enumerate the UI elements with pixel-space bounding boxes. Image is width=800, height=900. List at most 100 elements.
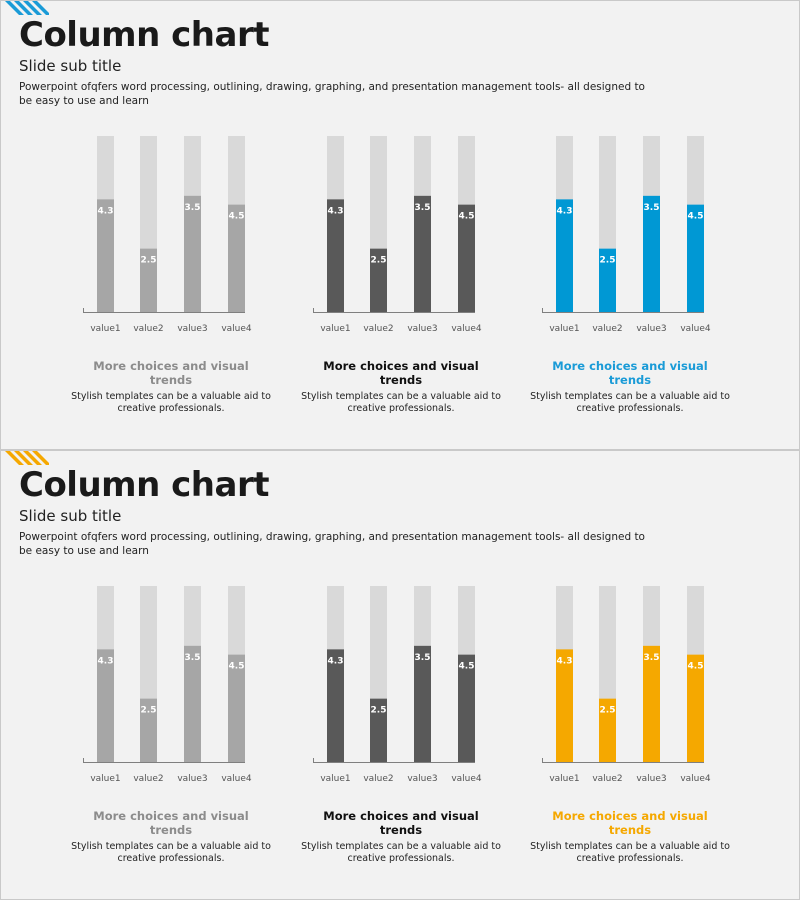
bar bbox=[458, 654, 475, 762]
corner-stripe bbox=[23, 451, 42, 465]
bar bbox=[687, 204, 704, 312]
slide-2: Column chart Slide sub title Powerpoint … bbox=[1, 451, 799, 899]
bar bbox=[184, 195, 201, 312]
bar bbox=[327, 199, 344, 312]
x-tick-label: value4 bbox=[221, 774, 252, 784]
data-label: 4.5 bbox=[688, 212, 704, 222]
data-label: 4.3 bbox=[98, 206, 114, 216]
panel-heading: More choices and visual trends bbox=[323, 809, 479, 837]
data-label: 3.5 bbox=[415, 203, 431, 213]
data-label: 3.5 bbox=[185, 653, 201, 663]
panel-text: Stylish templates can be a valuable aid … bbox=[530, 391, 730, 414]
panel-heading: More choices and visual trends bbox=[552, 809, 708, 837]
bar bbox=[370, 698, 387, 762]
corner-stripe bbox=[5, 1, 24, 15]
data-label: 4.5 bbox=[229, 212, 245, 222]
x-tick-label: value4 bbox=[451, 774, 482, 784]
data-label: 4.5 bbox=[229, 662, 245, 672]
data-label: 4.3 bbox=[557, 206, 573, 216]
corner-stripe bbox=[14, 1, 33, 15]
corner-stripe bbox=[5, 451, 24, 465]
panel-text: Stylish templates can be a valuable aid … bbox=[301, 391, 501, 414]
bar bbox=[599, 698, 616, 762]
diagonal-stripes-icon bbox=[5, 1, 49, 15]
bar bbox=[556, 649, 573, 762]
x-tick-label: value2 bbox=[592, 324, 622, 334]
diagonal-stripes-icon bbox=[5, 451, 49, 465]
x-tick-label: value2 bbox=[133, 774, 163, 784]
panel-text: Stylish templates can be a valuable aid … bbox=[530, 841, 730, 864]
x-tick-label: value3 bbox=[636, 324, 666, 334]
corner-stripe bbox=[32, 1, 49, 15]
panel-heading: More choices and visual trends bbox=[93, 359, 249, 387]
data-label: 4.5 bbox=[459, 662, 475, 672]
x-tick-label: value2 bbox=[133, 324, 163, 334]
bar bbox=[414, 645, 431, 762]
slide-subtitle: Slide sub title bbox=[19, 507, 122, 525]
column-chart-group: 4.3 value1 2.5 value2 3.5 value3 4.5 value4 4.3 v… bbox=[83, 586, 711, 784]
corner-stripe bbox=[14, 451, 33, 465]
slide-subtitle: Slide sub title bbox=[19, 57, 122, 75]
data-label: 2.5 bbox=[600, 256, 616, 266]
bar bbox=[140, 248, 157, 312]
data-label: 4.5 bbox=[459, 212, 475, 222]
panel-heading: More choices and visual trends bbox=[552, 359, 708, 387]
x-tick-label: value4 bbox=[680, 324, 711, 334]
bar bbox=[599, 248, 616, 312]
column-chart-group: 4.3 value1 2.5 value2 3.5 value3 4.5 value4 4.3 v… bbox=[83, 136, 711, 334]
data-label: 4.5 bbox=[688, 662, 704, 672]
x-tick-label: value2 bbox=[592, 774, 622, 784]
bar bbox=[97, 199, 114, 312]
slide-title: Column chart bbox=[19, 465, 269, 505]
data-label: 2.5 bbox=[141, 256, 157, 266]
panel-text: Stylish templates can be a valuable aid … bbox=[71, 391, 271, 414]
data-label: 3.5 bbox=[415, 653, 431, 663]
x-tick-label: value1 bbox=[320, 324, 350, 334]
x-tick-label: value4 bbox=[680, 774, 711, 784]
panel-text: Stylish templates can be a valuable aid … bbox=[71, 841, 271, 864]
slide-description: Powerpoint ofqfers word processing, outl… bbox=[19, 81, 645, 107]
data-label: 2.5 bbox=[371, 706, 387, 716]
x-tick-label: value2 bbox=[363, 774, 393, 784]
bar bbox=[228, 654, 245, 762]
bar bbox=[687, 654, 704, 762]
panel-heading: More choices and visual trends bbox=[323, 359, 479, 387]
x-tick-label: value3 bbox=[636, 774, 666, 784]
x-tick-label: value3 bbox=[407, 774, 437, 784]
bar bbox=[327, 649, 344, 762]
x-tick-label: value1 bbox=[320, 774, 350, 784]
data-label: 2.5 bbox=[371, 256, 387, 266]
x-tick-label: value4 bbox=[221, 324, 252, 334]
x-tick-label: value1 bbox=[90, 774, 120, 784]
data-label: 3.5 bbox=[644, 653, 660, 663]
x-tick-label: value1 bbox=[549, 324, 579, 334]
bar bbox=[414, 195, 431, 312]
bar bbox=[643, 645, 660, 762]
corner-stripe bbox=[32, 451, 49, 465]
bar bbox=[228, 204, 245, 312]
bar bbox=[458, 204, 475, 312]
bar bbox=[643, 195, 660, 312]
data-label: 4.3 bbox=[557, 656, 573, 666]
slide-1: Column chart Slide sub title Powerpoint … bbox=[1, 1, 799, 449]
panel-text: Stylish templates can be a valuable aid … bbox=[301, 841, 501, 864]
x-tick-label: value1 bbox=[549, 774, 579, 784]
x-tick-label: value4 bbox=[451, 324, 482, 334]
data-label: 4.3 bbox=[98, 656, 114, 666]
panel-heading: More choices and visual trends bbox=[93, 809, 249, 837]
x-tick-label: value3 bbox=[177, 324, 207, 334]
slide-title: Column chart bbox=[19, 15, 269, 55]
bar bbox=[556, 199, 573, 312]
bar bbox=[140, 698, 157, 762]
data-label: 2.5 bbox=[141, 706, 157, 716]
bar bbox=[184, 645, 201, 762]
data-label: 2.5 bbox=[600, 706, 616, 716]
bar bbox=[370, 248, 387, 312]
x-tick-label: value3 bbox=[177, 774, 207, 784]
data-label: 4.3 bbox=[328, 656, 344, 666]
bar bbox=[97, 649, 114, 762]
x-tick-label: value2 bbox=[363, 324, 393, 334]
slide-description: Powerpoint ofqfers word processing, outl… bbox=[19, 531, 645, 557]
x-tick-label: value3 bbox=[407, 324, 437, 334]
data-label: 3.5 bbox=[185, 203, 201, 213]
